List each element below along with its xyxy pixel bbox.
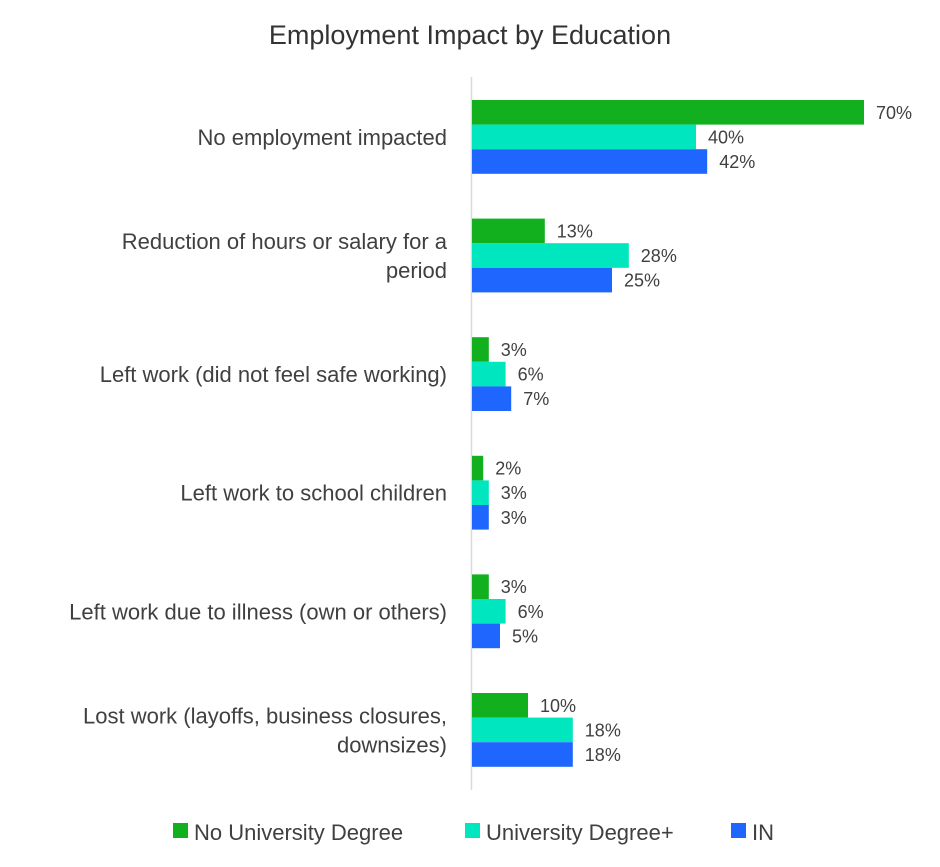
data-label: 28%: [641, 246, 677, 266]
bar: [472, 717, 573, 743]
data-label: 25%: [624, 271, 660, 291]
data-label: 2%: [495, 459, 521, 479]
bar: [472, 243, 629, 268]
value-labels: 70% 40% 42% 13% 28% 25% 3% 6% 7% 2% 3% 3% 3% 6% 5% 10% 1…: [495, 103, 912, 765]
category-label: Reduction of hours or salary for a period: [122, 229, 448, 283]
data-label: 70%: [876, 103, 912, 123]
legend-swatch: [465, 823, 480, 838]
bar: [472, 480, 489, 505]
bar: [472, 337, 489, 362]
legend-entry: IN: [752, 820, 774, 845]
category-label-line: Left work due to illness (own or others): [69, 599, 447, 624]
data-label: 6%: [518, 365, 544, 385]
bar: [472, 124, 696, 150]
data-label: 3%: [501, 483, 527, 503]
bar: [472, 505, 489, 530]
data-label: 3%: [501, 340, 527, 360]
data-label: 18%: [585, 720, 621, 740]
bar: [472, 361, 506, 387]
legend: No University Degree University Degree+ IN: [173, 820, 774, 845]
bar: [472, 599, 506, 624]
category-labels: No employment impacted Reduction of hours…: [69, 125, 448, 758]
chart-title: Employment Impact by Education: [269, 20, 671, 50]
category-label-line: No employment impacted: [198, 125, 447, 150]
bar: [472, 149, 708, 174]
data-label: 18%: [585, 745, 621, 765]
data-label: 10%: [540, 696, 576, 716]
category-label: Left work (did not feel safe working): [100, 362, 447, 387]
legend-entry: No University Degree: [194, 820, 403, 845]
category-label: No employment impacted: [198, 125, 447, 150]
bar: [472, 455, 484, 481]
bar: [472, 693, 528, 718]
category-label-line: downsizes): [337, 732, 447, 757]
data-label: 3%: [501, 508, 527, 528]
data-label: 40%: [708, 127, 744, 147]
bar: [472, 267, 612, 293]
category-label: Lost work (layoffs, business closures, do…: [83, 703, 447, 757]
category-label-line: Reduction of hours or salary for a: [122, 229, 448, 254]
bar: [472, 100, 864, 125]
bar: [472, 574, 489, 599]
category-label: Left work to school children: [180, 481, 447, 506]
category-label-line: Left work to school children: [180, 481, 447, 506]
data-label: 42%: [719, 152, 755, 172]
bar: [472, 386, 512, 411]
bar: [472, 218, 545, 244]
legend-swatch: [173, 823, 188, 838]
category-label: Left work due to illness (own or others): [69, 599, 447, 624]
data-label: 5%: [512, 626, 538, 646]
data-label: 7%: [523, 389, 549, 409]
legend-swatch: [731, 823, 746, 838]
category-label-line: period: [386, 258, 447, 283]
category-label-line: Left work (did not feel safe working): [100, 362, 447, 387]
bars: [472, 100, 864, 767]
data-label: 3%: [501, 577, 527, 597]
bar: [472, 742, 573, 767]
data-label: 13%: [557, 221, 593, 241]
bar: [472, 623, 500, 649]
legend-entry: University Degree+: [486, 820, 674, 845]
category-label-line: Lost work (layoffs, business closures,: [83, 703, 447, 728]
data-label: 6%: [518, 602, 544, 622]
